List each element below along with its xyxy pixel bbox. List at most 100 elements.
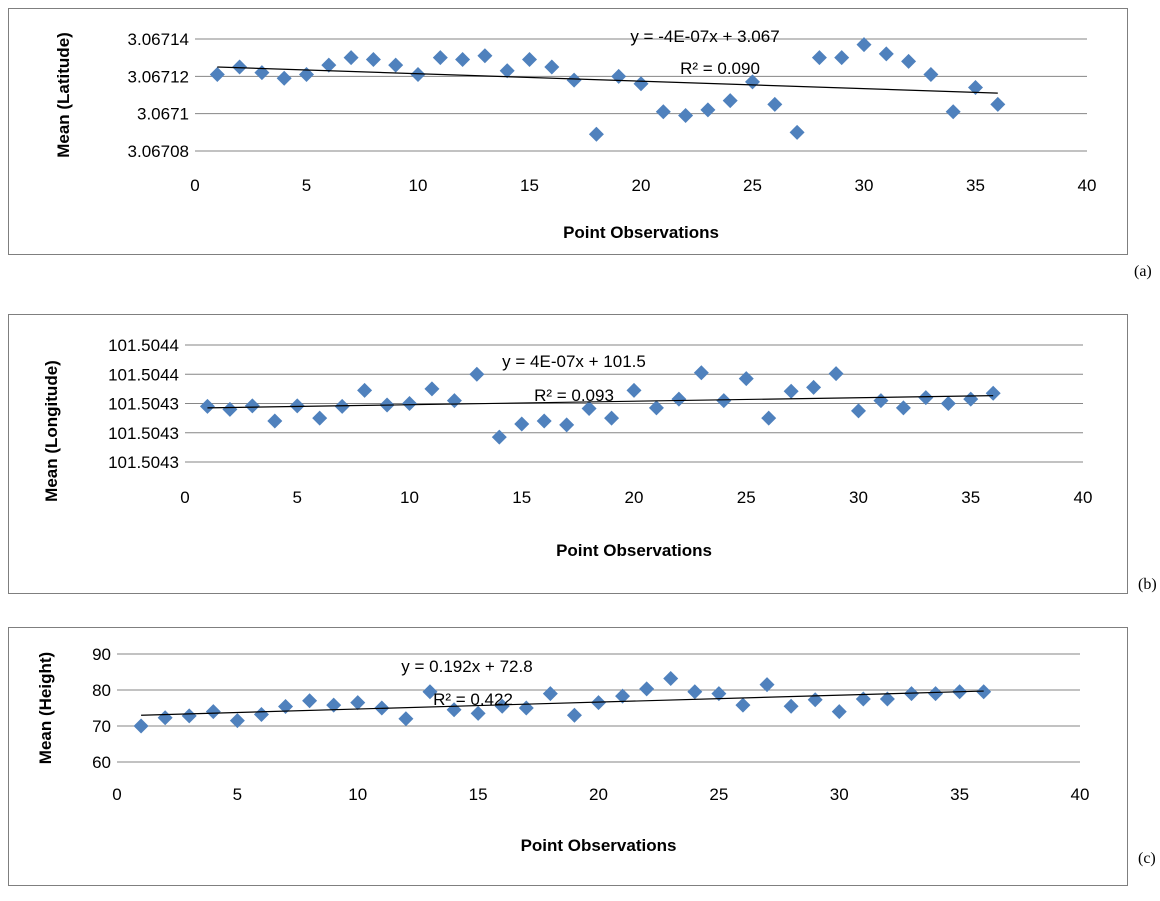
chart-panel-latitude: 3.06708 3.0671 3.06712 3.06714 0 5 10 15 20 25 30 3…	[8, 8, 1128, 255]
data-point	[388, 57, 404, 73]
data-point	[321, 57, 337, 73]
data-point	[671, 391, 687, 407]
data-point	[232, 59, 248, 75]
data-point	[157, 710, 173, 726]
x-tick-label: 25	[737, 488, 756, 507]
data-point	[289, 398, 305, 414]
data-point	[357, 382, 373, 398]
data-point	[604, 410, 620, 426]
trendline-r2: R² = 0.090	[680, 59, 760, 78]
x-tick-label: 10	[348, 785, 367, 804]
x-tick-label: 40	[1071, 785, 1090, 804]
y-tick-label: 101.5044	[108, 365, 179, 384]
y-tick-label: 3.06708	[128, 142, 189, 161]
data-point	[365, 52, 381, 68]
data-point	[767, 96, 783, 112]
y-tick-label: 90	[92, 645, 111, 664]
data-point	[350, 695, 366, 711]
data-point	[209, 66, 225, 82]
y-tick-label: 3.06712	[128, 67, 189, 86]
data-point	[851, 403, 866, 419]
data-point	[588, 126, 604, 142]
data-point	[895, 400, 911, 416]
x-tick-label: 30	[855, 176, 874, 195]
data-point	[276, 70, 292, 86]
data-point	[410, 66, 426, 82]
data-point	[855, 691, 871, 707]
data-point	[633, 76, 649, 92]
y-tick-label: 80	[92, 681, 111, 700]
data-point	[711, 686, 727, 702]
panel-label-b: (b)	[1138, 576, 1157, 593]
y-tick-label: 101.5043	[108, 453, 179, 472]
trendline	[217, 66, 998, 94]
data-point	[976, 684, 992, 700]
data-point	[312, 410, 328, 426]
x-tick-label: 0	[112, 785, 121, 804]
trendline	[207, 395, 994, 409]
data-point	[834, 50, 850, 66]
data-point	[789, 124, 805, 140]
data-point	[278, 699, 294, 715]
x-tick-label: 15	[520, 176, 539, 195]
y-tick-label: 101.5043	[108, 395, 179, 414]
data-point	[831, 704, 847, 720]
data-point	[928, 686, 944, 702]
data-point	[469, 366, 485, 382]
x-tick-label: 35	[961, 488, 980, 507]
data-point	[940, 396, 956, 411]
data-point	[222, 401, 238, 417]
data-point	[424, 381, 440, 397]
x-tick-label: 0	[190, 176, 199, 195]
data-point	[542, 686, 558, 702]
data-point	[544, 59, 560, 75]
panel-label-c: (c)	[1138, 850, 1156, 867]
x-tick-label: 40	[1074, 488, 1093, 507]
x-axis-title: Point Observations	[563, 223, 719, 242]
data-point	[244, 398, 260, 414]
data-point	[963, 391, 979, 407]
y-tick-label: 3.06714	[128, 30, 189, 49]
data-point	[133, 718, 149, 734]
data-point	[806, 379, 822, 395]
trendline-equation: y = 0.192x + 72.8	[401, 657, 532, 676]
data-point	[559, 417, 575, 433]
data-point	[878, 46, 894, 62]
x-tick-label: 10	[409, 176, 428, 195]
x-tick-label: 0	[180, 488, 189, 507]
y-tick-label: 70	[92, 717, 111, 736]
data-point	[856, 37, 872, 53]
data-point	[611, 68, 627, 84]
x-tick-label: 30	[849, 488, 868, 507]
data-point	[761, 410, 777, 426]
x-tick-label: 30	[830, 785, 849, 804]
data-point	[745, 74, 760, 90]
x-tick-label: 25	[743, 176, 762, 195]
data-point	[716, 393, 732, 409]
data-point	[402, 396, 417, 411]
data-point	[639, 681, 655, 697]
y-tick-label: 60	[92, 753, 111, 772]
x-tick-label: 40	[1078, 176, 1097, 195]
data-point	[343, 50, 359, 66]
data-point	[990, 96, 1006, 112]
data-point	[648, 400, 664, 416]
data-point	[334, 398, 350, 414]
data-point	[470, 705, 486, 721]
data-point	[759, 677, 775, 693]
x-tick-label: 20	[632, 176, 651, 195]
x-axis-title: Point Observations	[556, 541, 712, 560]
data-point	[446, 393, 462, 409]
data-point	[522, 52, 537, 68]
data-point	[302, 693, 318, 709]
x-tick-label: 5	[233, 785, 242, 804]
data-point	[514, 416, 530, 432]
data-point	[299, 66, 314, 82]
data-point	[536, 413, 552, 429]
x-tick-label: 15	[469, 785, 488, 804]
trendline-equation: y = -4E-07x + 3.067	[630, 27, 779, 46]
data-point	[398, 711, 414, 727]
data-point	[581, 400, 597, 416]
data-point	[566, 72, 582, 88]
data-point	[267, 413, 283, 429]
